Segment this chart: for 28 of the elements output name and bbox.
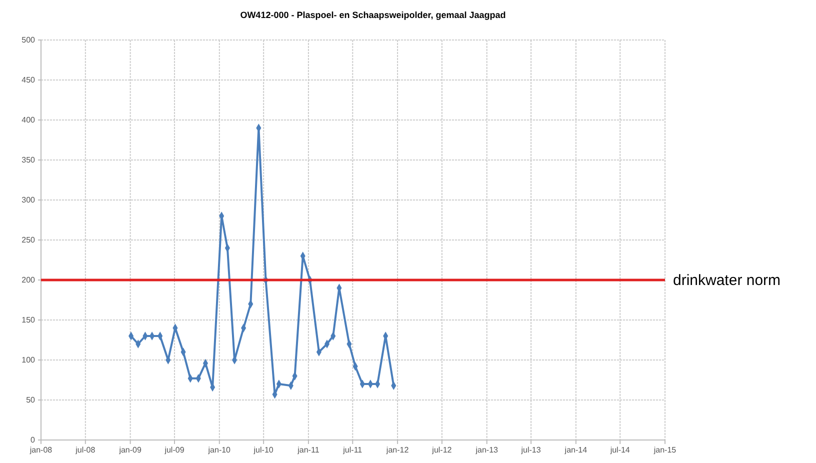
y-tick-label: 200 (22, 276, 36, 285)
y-tick-label: 0 (30, 436, 36, 445)
y-tick-label: 350 (22, 156, 36, 165)
y-tick-label: 500 (22, 36, 36, 45)
ref-line-label: drinkwater norm (673, 272, 781, 289)
x-tick-label: jul-09 (164, 446, 185, 455)
x-tick-label: jan-12 (385, 446, 410, 455)
x-tick-label: jan-09 (118, 446, 142, 455)
x-tick-label: jul-11 (342, 446, 363, 455)
y-tick-label: 300 (22, 196, 36, 205)
x-tick-label: jan-15 (652, 446, 677, 455)
y-tick-label: 150 (22, 316, 36, 325)
x-tick-label: jan-13 (474, 446, 499, 455)
y-tick-label: 250 (22, 236, 36, 245)
chart-title: OW412-000 - Plaspoel- en Schaapsweipolder, gemaal Jaagpad (240, 10, 506, 20)
x-tick-label: jul-13 (520, 446, 542, 455)
x-tick-label: jul-14 (609, 446, 630, 455)
x-tick-label: jan-10 (207, 446, 232, 455)
y-tick-label: 100 (22, 356, 36, 365)
x-tick-label: jul-10 (252, 446, 274, 455)
x-tick-label: jul-12 (431, 446, 452, 455)
x-tick-label: jan-11 (296, 446, 320, 455)
x-tick-label: jul-08 (74, 446, 96, 455)
x-tick-label: jan-14 (564, 446, 588, 455)
y-tick-label: 50 (26, 396, 36, 405)
y-tick-label: 400 (22, 116, 36, 125)
x-tick-label: jan-08 (28, 446, 53, 455)
y-tick-label: 450 (22, 76, 36, 85)
